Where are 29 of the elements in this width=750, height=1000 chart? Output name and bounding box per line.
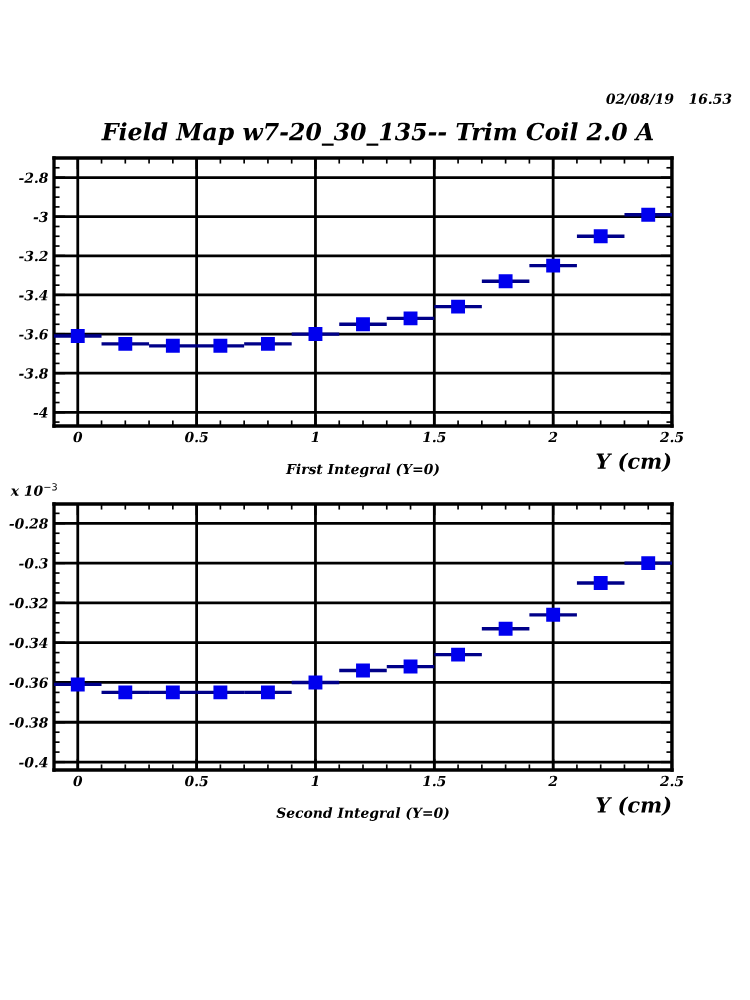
point bbox=[403, 659, 418, 674]
point bbox=[70, 677, 85, 692]
point bbox=[70, 329, 85, 343]
point bbox=[641, 207, 656, 222]
point bbox=[213, 685, 228, 700]
point bbox=[546, 258, 561, 273]
point bbox=[118, 336, 133, 351]
point bbox=[593, 576, 608, 590]
point bbox=[118, 685, 133, 700]
point bbox=[260, 336, 275, 351]
point bbox=[213, 338, 228, 353]
point bbox=[641, 556, 656, 571]
point bbox=[403, 311, 418, 326]
point bbox=[498, 274, 513, 289]
point bbox=[498, 621, 513, 636]
point bbox=[308, 675, 323, 690]
x-axis-title: Y (cm) bbox=[596, 796, 671, 816]
point bbox=[356, 317, 370, 332]
x-axis-title: Y (cm) bbox=[596, 452, 671, 472]
chart-title: Field Map w7-20_30_135-- Trim Coil 2.0 A bbox=[101, 122, 654, 146]
point bbox=[356, 663, 370, 678]
point bbox=[308, 327, 323, 341]
point bbox=[165, 338, 180, 353]
point bbox=[451, 647, 466, 662]
point bbox=[451, 299, 466, 314]
point bbox=[546, 607, 561, 622]
point bbox=[593, 229, 608, 244]
point bbox=[165, 685, 180, 700]
point bbox=[260, 685, 275, 700]
